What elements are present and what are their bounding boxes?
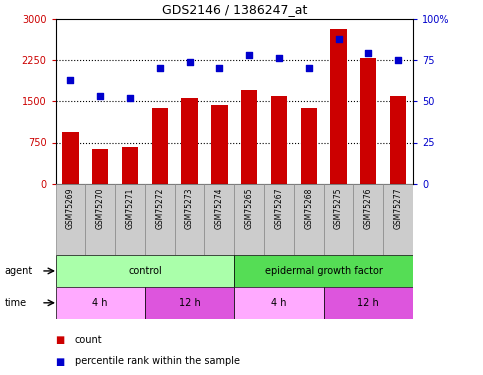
Bar: [383, 184, 413, 255]
Bar: [294, 184, 324, 255]
Point: [364, 50, 372, 56]
Bar: [62, 132, 79, 184]
Point: [335, 36, 342, 42]
Point: [245, 52, 253, 58]
Text: 12 h: 12 h: [357, 298, 379, 308]
Point: [394, 57, 402, 63]
Bar: [211, 105, 227, 184]
Point: [275, 56, 283, 62]
Text: GSM75271: GSM75271: [126, 188, 134, 229]
Point: [67, 77, 74, 83]
Bar: [234, 287, 324, 319]
Bar: [354, 184, 383, 255]
Text: GSM75269: GSM75269: [66, 188, 75, 229]
Bar: [390, 96, 406, 184]
Text: GSM75273: GSM75273: [185, 188, 194, 229]
Text: GSM75274: GSM75274: [215, 188, 224, 229]
Text: time: time: [5, 298, 27, 308]
Bar: [182, 98, 198, 184]
Bar: [122, 147, 138, 184]
Text: GSM75277: GSM75277: [394, 188, 402, 229]
Text: 4 h: 4 h: [92, 298, 108, 308]
Text: GSM75270: GSM75270: [96, 188, 105, 229]
Bar: [300, 108, 317, 184]
Bar: [85, 184, 115, 255]
Bar: [92, 149, 108, 184]
Bar: [330, 28, 347, 184]
Text: count: count: [75, 334, 102, 345]
Text: GSM75276: GSM75276: [364, 188, 373, 229]
Bar: [145, 184, 175, 255]
Text: control: control: [128, 266, 162, 276]
Text: epidermal growth factor: epidermal growth factor: [265, 266, 383, 276]
Text: GSM75275: GSM75275: [334, 188, 343, 229]
Text: 4 h: 4 h: [271, 298, 287, 308]
Bar: [56, 255, 234, 287]
Bar: [234, 255, 413, 287]
Bar: [175, 184, 204, 255]
Bar: [115, 184, 145, 255]
Bar: [56, 184, 85, 255]
Point: [156, 65, 164, 71]
Bar: [324, 287, 413, 319]
Bar: [241, 90, 257, 184]
Text: ■: ■: [56, 334, 65, 345]
Point: [305, 65, 313, 71]
Bar: [152, 108, 168, 184]
Text: percentile rank within the sample: percentile rank within the sample: [75, 357, 240, 366]
Point: [215, 65, 223, 71]
Bar: [234, 184, 264, 255]
Point: [126, 95, 134, 101]
Text: ■: ■: [56, 357, 65, 366]
Point: [185, 58, 193, 64]
Text: GSM75267: GSM75267: [274, 188, 284, 229]
Text: 12 h: 12 h: [179, 298, 200, 308]
Bar: [204, 184, 234, 255]
Title: GDS2146 / 1386247_at: GDS2146 / 1386247_at: [162, 3, 307, 16]
Bar: [56, 287, 145, 319]
Bar: [360, 58, 376, 184]
Text: GSM75268: GSM75268: [304, 188, 313, 229]
Bar: [264, 184, 294, 255]
Point: [97, 93, 104, 99]
Bar: [145, 287, 234, 319]
Bar: [324, 184, 354, 255]
Text: GSM75265: GSM75265: [245, 188, 254, 229]
Bar: [271, 96, 287, 184]
Text: GSM75272: GSM75272: [156, 188, 164, 229]
Text: agent: agent: [5, 266, 33, 276]
